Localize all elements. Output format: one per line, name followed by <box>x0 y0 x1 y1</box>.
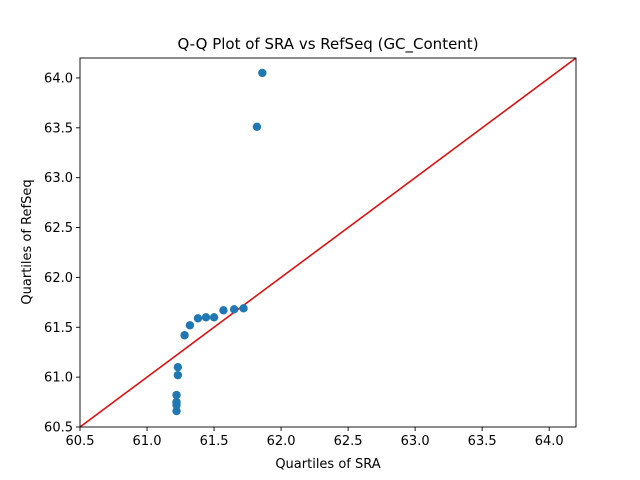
data-point-5 <box>173 370 183 380</box>
data-point-6 <box>173 362 183 372</box>
x-tick-label-3: 62.0 <box>267 434 296 449</box>
data-point-4 <box>172 390 181 400</box>
y-tick-label-3: 62.0 <box>44 271 73 286</box>
data-point-3 <box>172 397 181 407</box>
x-tick-label-5: 63.0 <box>401 434 430 449</box>
chart-title: Q-Q Plot of SRA vs RefSeq (GC_Content) <box>177 35 478 54</box>
data-point-11 <box>209 313 219 322</box>
data-point-12 <box>219 306 228 315</box>
x-tick-label-6: 63.5 <box>468 434 497 449</box>
y-axis-label: Quartiles of RefSeq <box>20 179 35 304</box>
data-point-8 <box>185 321 195 330</box>
points-layer <box>172 68 267 416</box>
y-axis-ticks: 60.5 61.0 61.5 62.0 62.5 63.0 63.5 64.0 <box>44 71 80 436</box>
x-tick-label-7: 64.0 <box>535 434 564 449</box>
reference-line <box>80 58 576 427</box>
y-tick-label-0: 60.5 <box>44 421 73 436</box>
data-point-10 <box>201 313 211 322</box>
data-point-9 <box>193 314 203 323</box>
data-point-16 <box>258 68 267 78</box>
y-tick-label-1: 61.0 <box>44 371 73 386</box>
data-point-14 <box>239 304 248 313</box>
y-tick-label-2: 61.5 <box>44 321 73 336</box>
data-point-7 <box>180 331 189 340</box>
y-tick-label-4: 62.5 <box>44 221 73 236</box>
plot-area <box>79 57 577 428</box>
x-axis-ticks: 60.5 61.0 61.5 62.0 62.5 63.0 63.5 64.0 <box>66 427 564 449</box>
x-tick-label-0: 60.5 <box>66 434 95 449</box>
data-point-15 <box>252 122 262 132</box>
y-tick-label-5: 63.0 <box>44 171 73 186</box>
data-point-13 <box>229 305 239 314</box>
data-point-1 <box>172 406 181 416</box>
x-axis-label: Quartiles of SRA <box>275 457 380 472</box>
x-tick-label-2: 61.5 <box>200 434 229 449</box>
y-tick-label-7: 64.0 <box>44 71 73 86</box>
x-tick-label-1: 61.0 <box>133 434 162 449</box>
y-tick-label-6: 63.5 <box>44 121 73 136</box>
x-tick-label-4: 62.5 <box>334 434 363 449</box>
axes-frame <box>79 57 577 428</box>
